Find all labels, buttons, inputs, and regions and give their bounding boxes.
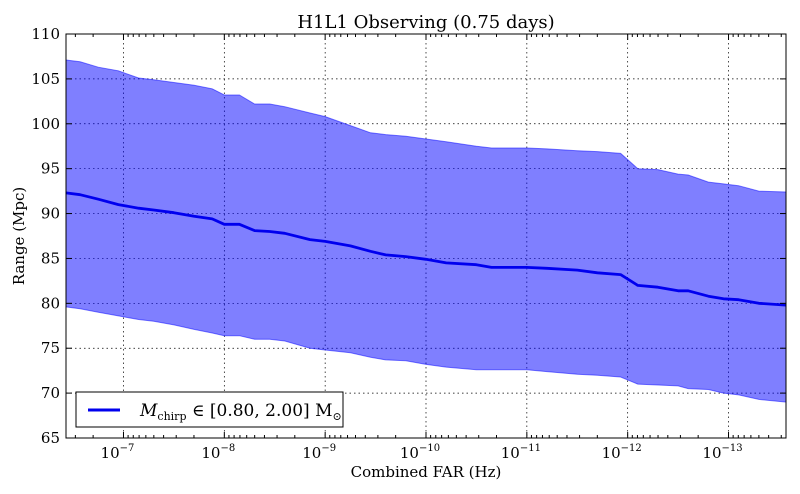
y-tick-label: 80 [41,294,60,312]
x-tick-label: 10−10 [400,443,440,462]
x-tick-label-base: 10 [201,444,220,462]
y-tick-label: 85 [41,249,60,267]
x-axis-title: Combined FAR (Hz) [351,463,502,481]
y-tick-label: 95 [41,160,60,178]
legend-box [75,391,344,428]
y-tick-label: 75 [41,339,60,357]
y-tick-label: 90 [41,205,60,223]
y-axis-title: Range (Mpc) [10,187,28,286]
y-tick-label: 100 [31,115,60,133]
x-tick-label-exponent: −7 [120,443,135,454]
x-tick-label-exponent: −12 [621,443,642,454]
x-tick-label-base: 10 [702,444,721,462]
x-tick-label-exponent: −11 [520,443,541,454]
x-tick-label-base: 10 [400,444,419,462]
legend-label-subscript: chirp [157,410,186,423]
y-tick-label: 70 [41,384,60,402]
x-tick-label-base: 10 [101,444,120,462]
y-tick-label: 105 [31,70,60,88]
y-tick-label: 65 [41,429,60,447]
legend-label-sun-symbol: ⊙ [332,410,341,423]
x-tick-label: 10−12 [602,443,642,462]
x-tick-label-exponent: −13 [722,443,743,454]
x-tick-label: 10−11 [501,443,541,462]
line-layer [65,191,787,307]
y-tick-label: 110 [31,25,60,43]
x-tick-label: 10−9 [302,443,336,462]
x-tick-label-exponent: −9 [321,443,336,454]
legend-label: Mchirp ∈ [0.80, 2.00] M⊙ [139,401,342,423]
legend: Mchirp ∈ [0.80, 2.00] M⊙ [75,391,344,428]
x-tick-label-base: 10 [302,444,321,462]
legend-label-symbol: M [139,401,158,421]
x-tick-label: 10−13 [702,443,742,462]
x-tick-label: 10−8 [201,443,235,462]
ticks [66,33,786,439]
x-tick-label-base: 10 [501,444,520,462]
x-tick-label-exponent: −8 [220,443,235,454]
chart-title: H1L1 Observing (0.75 days) [297,12,554,33]
x-tick-label: 10−7 [101,443,135,462]
x-tick-label-base: 10 [602,444,621,462]
legend-label-range: ∈ [0.80, 2.00] M [187,401,333,421]
x-tick-label-exponent: −10 [419,443,440,454]
range-median-line [65,191,787,307]
